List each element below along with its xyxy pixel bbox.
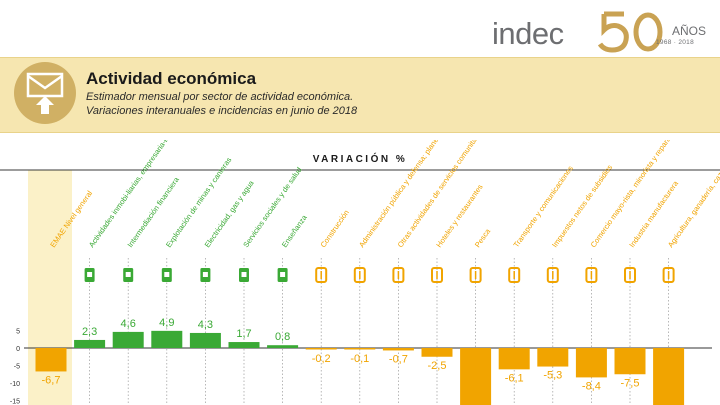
icon-detail (202, 272, 208, 277)
cart-icon (585, 267, 598, 283)
phone-icon (508, 267, 521, 283)
icon-shape (662, 267, 675, 283)
icon-shape (431, 267, 443, 283)
hotel-icon (431, 267, 443, 283)
bar (575, 348, 607, 378)
bar-value-label: -6,1 (505, 372, 524, 384)
indec-logo: indec AÑOS 1968 · 2018 (492, 10, 712, 53)
section-icon (14, 62, 76, 124)
bar (189, 332, 221, 348)
y-tick-label: -15 (10, 399, 20, 405)
category-label: Construcción (318, 208, 350, 249)
page-title: Actividad económica (86, 69, 257, 88)
category-label: Pesca (473, 226, 493, 249)
bar (35, 348, 67, 372)
bar-value-label: 2,3 (82, 326, 97, 338)
bar (498, 348, 530, 370)
scissors-icon (392, 267, 405, 283)
anniversary-word: AÑOS (672, 24, 707, 38)
bar (267, 345, 299, 348)
bar (74, 339, 106, 348)
icon-shape (546, 267, 559, 283)
dollar-icon (123, 268, 134, 282)
icon-shape (585, 267, 598, 283)
icon-shape (508, 267, 521, 283)
bar-value-label: -2,5 (428, 360, 447, 372)
fish-icon (469, 267, 482, 283)
icon-detail (280, 272, 286, 277)
icon-shape (624, 267, 636, 283)
first-aid-icon (239, 268, 249, 282)
bar-value-label: 4,3 (198, 319, 213, 331)
icon-detail (125, 272, 131, 277)
category-label: Agricultura, ganadería, caza y silvicult… (666, 140, 720, 249)
bar-value-label: -0,1 (350, 353, 369, 365)
page-subtitle-1: Estimador mensual por sector de activida… (86, 91, 354, 103)
bar (382, 348, 414, 351)
plug-icon (200, 268, 211, 282)
icon-shape (353, 267, 366, 283)
receipt-icon (546, 267, 559, 283)
icon-shape (469, 267, 482, 283)
brand-wordmark: indec (492, 16, 564, 51)
factory-icon (624, 267, 636, 283)
bar-value-label: 4,6 (121, 318, 136, 330)
icon-shape (315, 267, 328, 283)
icon-detail (87, 272, 93, 277)
bar-value-label: -5,3 (543, 370, 562, 382)
trowel-icon (315, 267, 328, 283)
bar (614, 348, 646, 375)
bar-value-label: 4,9 (159, 317, 174, 329)
bar (344, 348, 376, 350)
bar-value-label: -8,4 (582, 380, 601, 392)
bar-value-label: 0,8 (275, 331, 290, 343)
bar (151, 330, 183, 348)
category-label: Otras actividades de servicios comunitar… (396, 140, 530, 249)
building-icon (84, 268, 95, 282)
category-label: Enseñanza (280, 213, 309, 250)
bar (305, 348, 337, 350)
bar (112, 331, 144, 348)
icon-detail (241, 272, 247, 277)
page-subtitle-2: Variaciones interanuales e incidencias e… (86, 105, 358, 117)
y-tick-label: -10 (10, 381, 20, 388)
anniversary-50-icon (597, 11, 663, 53)
bar (421, 348, 453, 357)
bar-value-label: -0,7 (389, 353, 408, 365)
y-tick-label: 5 (16, 329, 20, 336)
bar (228, 342, 260, 348)
bar-value-label: 1,7 (236, 328, 251, 340)
icon-shape (392, 267, 405, 283)
bar-value-label: -6,7 (42, 374, 61, 386)
government-icon (353, 267, 366, 283)
bar-value-label: -7,5 (621, 377, 640, 389)
book-icon (277, 268, 288, 282)
bar (653, 348, 685, 405)
wheat-icon (662, 267, 675, 283)
category-label: Explotación de minas y canteras (164, 155, 233, 249)
shovel-icon (161, 268, 172, 282)
bar (460, 348, 492, 405)
icon-detail (164, 272, 170, 277)
bar-value-label: -0,2 (312, 353, 331, 365)
y-tick-label: -5 (14, 364, 20, 371)
chart-title: VARIACIÓN % (313, 152, 408, 165)
y-tick-label: 0 (16, 346, 20, 353)
bar (537, 348, 569, 367)
section-banner: Actividad económica Estimador mensual po… (0, 57, 720, 133)
envelope-arrow-icon (26, 72, 64, 114)
anniversary-years: 1968 · 2018 (656, 39, 694, 46)
